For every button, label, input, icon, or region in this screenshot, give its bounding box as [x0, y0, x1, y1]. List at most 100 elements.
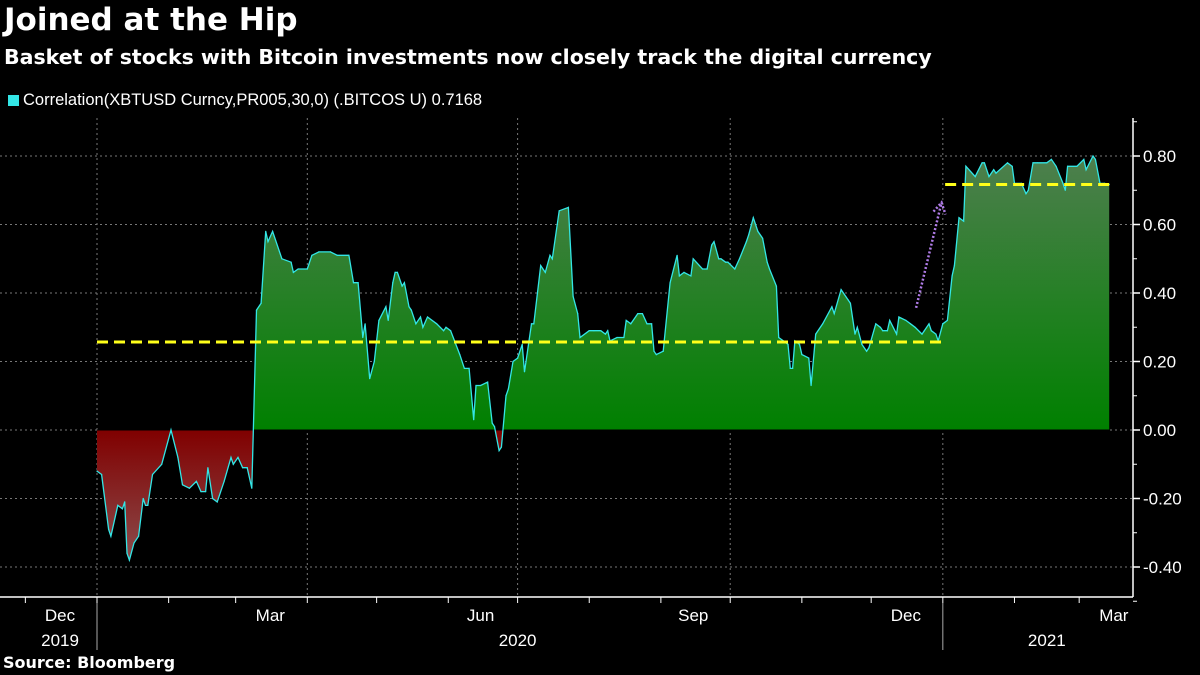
data-point [935, 333, 937, 335]
data-point [290, 261, 292, 263]
data-point [690, 275, 692, 277]
data-point [443, 330, 445, 332]
data-point [480, 384, 482, 387]
negative-area [97, 430, 1110, 561]
data-point [281, 258, 283, 260]
data-point [181, 484, 184, 486]
data-point [403, 282, 405, 284]
data-point [951, 275, 953, 277]
data-point [523, 371, 526, 373]
data-point [1046, 162, 1048, 164]
data-point [336, 254, 338, 256]
legend-label: Correlation(XBTUSD Curncy,PR005,30,0) (.… [23, 91, 483, 109]
data-point [988, 176, 990, 178]
data-point [678, 275, 681, 277]
data-point [983, 162, 986, 164]
data-point [810, 384, 812, 387]
legend-swatch-icon [8, 95, 19, 106]
chart-subtitle: Basket of stocks with Bitcoin investment… [4, 45, 932, 69]
x-month-label: Jun [467, 606, 494, 625]
data-point [1092, 155, 1094, 157]
data-point [521, 343, 523, 345]
data-point [815, 333, 817, 335]
x-month-label: Mar [256, 606, 286, 625]
data-point [1094, 158, 1096, 160]
data-point [117, 504, 119, 506]
data-point [1027, 189, 1029, 191]
data-point [1006, 162, 1009, 164]
data-point [498, 450, 500, 452]
data-point [953, 265, 956, 267]
data-point [930, 330, 932, 332]
y-tick-label: -0.20 [1143, 490, 1182, 509]
data-point [147, 504, 149, 506]
data-point [142, 497, 144, 500]
data-point [468, 367, 470, 369]
data-point [459, 354, 461, 356]
data-point [232, 463, 234, 465]
data-point [133, 542, 135, 544]
data-point [110, 535, 112, 537]
data-point [540, 265, 542, 267]
data-point [126, 552, 128, 554]
data-point [889, 319, 891, 321]
data-point [942, 323, 944, 325]
data-point [237, 456, 239, 458]
data-point [625, 319, 627, 321]
data-point [808, 357, 810, 359]
data-point [551, 258, 553, 260]
data-point [801, 354, 803, 356]
data-point [329, 251, 331, 253]
data-point [463, 367, 465, 369]
data-point [676, 254, 678, 256]
data-point [757, 230, 759, 232]
data-point [272, 230, 274, 232]
data-point [946, 319, 949, 321]
data-point [177, 456, 179, 458]
annotation-arrowhead-icon [932, 200, 947, 215]
data-point [847, 299, 849, 301]
data-point [255, 309, 258, 311]
data-point [669, 282, 671, 284]
data-point [822, 323, 824, 325]
data-point [713, 241, 715, 243]
data-point [748, 234, 750, 236]
data-point [473, 419, 475, 421]
data-point [831, 306, 833, 308]
data-point [766, 261, 768, 263]
data-point [246, 467, 248, 469]
data-point [124, 501, 126, 503]
data-point [711, 244, 713, 246]
data-point [572, 295, 574, 297]
data-point [292, 271, 294, 273]
data-point [898, 316, 900, 318]
y-tick-label: 0.00 [1143, 421, 1176, 440]
data-point [385, 306, 387, 308]
data-point [875, 323, 877, 325]
data-point [369, 378, 371, 380]
data-point [530, 323, 533, 325]
data-point [646, 323, 648, 325]
data-point [200, 491, 202, 493]
data-point [607, 330, 609, 332]
data-point [242, 467, 244, 469]
data-point [223, 480, 225, 482]
data-point [542, 268, 544, 270]
data-point [840, 289, 842, 291]
data-point [364, 323, 366, 325]
data-point [734, 268, 736, 270]
data-point [965, 165, 967, 167]
data-point [974, 176, 976, 178]
data-point [701, 268, 704, 270]
data-point [352, 282, 355, 284]
data-point [96, 470, 98, 472]
data-point [833, 313, 835, 315]
data-point [373, 360, 375, 363]
data-point [958, 217, 960, 219]
data-point [128, 559, 130, 561]
x-month-label: Mar [1099, 606, 1129, 625]
data-point [475, 384, 477, 387]
data-point [725, 261, 727, 263]
legend: Correlation(XBTUSD Curncy,PR005,30,0) (.… [8, 91, 482, 110]
